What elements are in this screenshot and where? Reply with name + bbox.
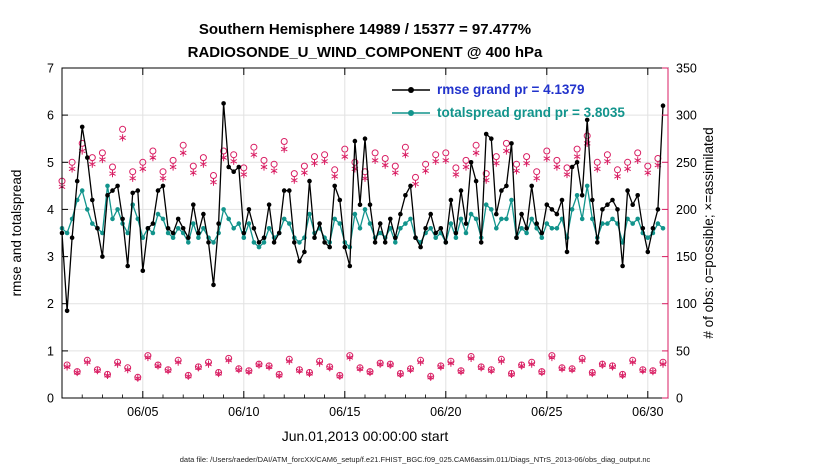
- chart-title-line2: RADIOSONDE_U_WIND_COMPONENT @ 400 hPa: [188, 44, 543, 61]
- y-left-tick-label: 3: [47, 250, 54, 264]
- y-right-tick-label: 100: [676, 297, 697, 311]
- y-right-tick-label: 200: [676, 203, 697, 217]
- data-file-caption: data file: /Users/raeder/DAI/ATM_forcXX/…: [180, 455, 651, 464]
- legend-label-totalspread: totalspread grand pr = 3.8035: [437, 105, 625, 120]
- legend-label-rmse: rmse grand pr = 4.1379: [437, 82, 584, 97]
- totalspread-series: [59, 183, 666, 250]
- x-tick-label: 06/15: [329, 405, 360, 419]
- y-left-tick-label: 0: [47, 392, 54, 406]
- y-right-tick-label: 0: [676, 392, 683, 406]
- x-tick-label: 06/05: [127, 405, 158, 419]
- y-right-tick-label: 150: [676, 250, 697, 264]
- y-right-tick-label: 50: [676, 344, 690, 358]
- x-tick-label: 06/30: [632, 405, 663, 419]
- y-left-tick-label: 6: [47, 109, 54, 123]
- legend-rmse-marker: [408, 87, 414, 93]
- x-tick-label: 06/25: [531, 405, 562, 419]
- y-right-tick-label: 350: [676, 62, 697, 76]
- legend: rmse grand pr = 4.1379 totalspread grand…: [392, 82, 625, 120]
- x-tick-label: 06/20: [430, 405, 461, 419]
- grid-lines: [62, 68, 668, 398]
- left-axis-label: rmse and totalspread: [9, 170, 24, 297]
- axis-ticks: 0 1 2 3 4 5 6 7 0 50 100 150 200 250 300 350 06/05 06/10 0…: [47, 62, 697, 420]
- y-left-tick-label: 7: [47, 62, 54, 76]
- rmse-series: [59, 101, 666, 314]
- y-left-tick-label: 5: [47, 156, 54, 170]
- y-left-tick-label: 4: [47, 203, 54, 217]
- chart-title-line1: Southern Hemisphere 14989 / 15377 = 97.4…: [199, 21, 531, 38]
- x-axis-label: Jun.01,2013 00:00:00 start: [282, 428, 449, 444]
- plot-area: 0 1 2 3 4 5 6 7 0 50 100 150 200 250 300 350 06/05 06/10 0…: [47, 62, 697, 420]
- y-left-tick-label: 1: [47, 344, 54, 358]
- right-axis-label: # of obs: o=possible; ×=assimilated: [701, 127, 716, 338]
- legend-totalspread-marker: [408, 110, 414, 116]
- y-right-tick-label: 250: [676, 156, 697, 170]
- x-tick-label: 06/10: [228, 405, 259, 419]
- y-left-tick-label: 2: [47, 297, 54, 311]
- y-right-tick-label: 300: [676, 109, 697, 123]
